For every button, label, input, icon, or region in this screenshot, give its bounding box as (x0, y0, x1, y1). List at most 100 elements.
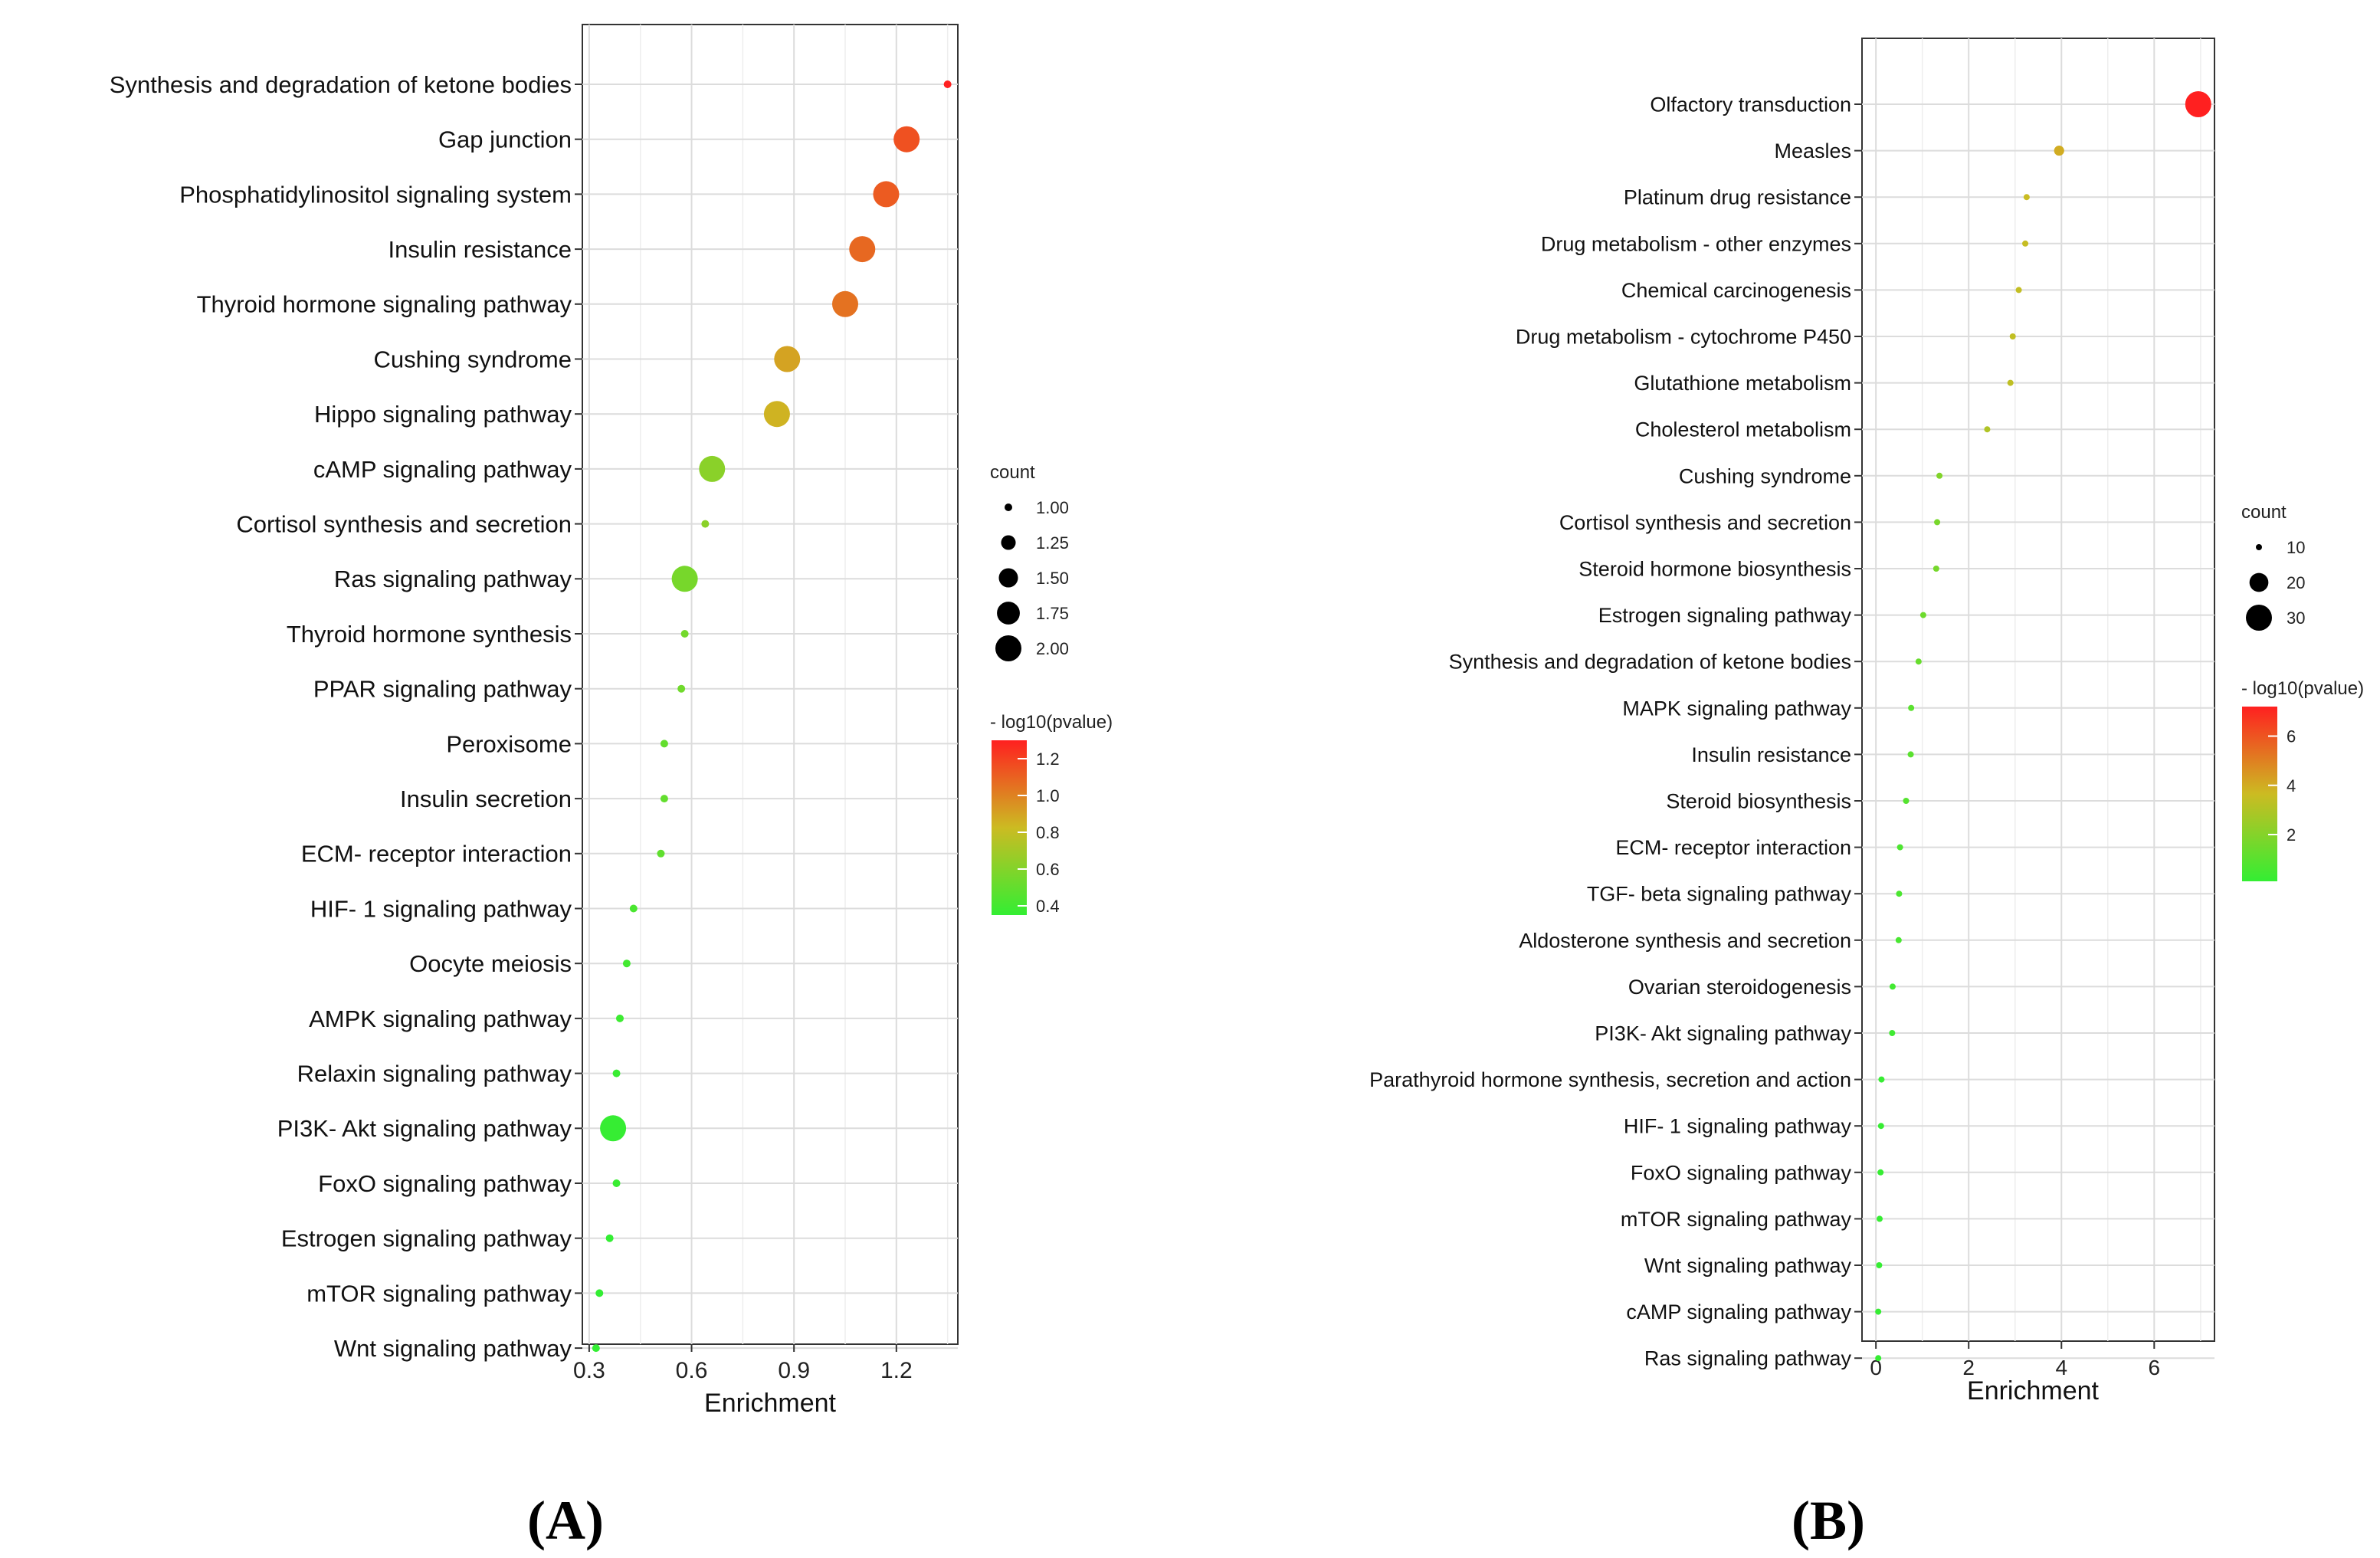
chart-a-y-label: AMPK signaling pathway (309, 1005, 572, 1032)
chart-a-y-label: Cortisol synthesis and secretion (236, 510, 572, 537)
chart-a-point (671, 566, 698, 592)
chart-a-y-label: Oocyte meiosis (409, 950, 572, 977)
chart-b-y-label: Ras signaling pathway (1644, 1347, 1852, 1370)
chart-b-y-label: Measles (1774, 139, 1851, 162)
chart-a-y-label: cAMP signaling pathway (313, 456, 572, 483)
chart-a-point (699, 455, 726, 482)
chart-b-size-legend-key (2249, 572, 2269, 592)
chart-b-point (1877, 1215, 1883, 1222)
chart-b-y-label: Steroid hormone biosynthesis (1578, 557, 1851, 580)
chart-b-point (1896, 891, 1903, 897)
chart-a-point (832, 290, 858, 317)
chart-a-y-label: Insulin secretion (400, 786, 572, 812)
chart-a-x-axis-title: Enrichment (704, 1389, 837, 1418)
chart-b-y-label: HIF- 1 signaling pathway (1624, 1115, 1852, 1138)
chart-b-point (2009, 333, 2016, 339)
chart-a-plot-area (582, 24, 959, 1345)
chart-a-x-ticks: 0.3 0.6 0.9 1.2 (573, 1344, 913, 1383)
chart-a-color-legend-title: - log10(pvalue) (990, 712, 1113, 733)
chart-b-y-label: cAMP signaling pathway (1626, 1301, 1851, 1323)
chart-b-size-legend-label: 10 (2287, 538, 2305, 557)
chart-a-point (612, 1069, 621, 1077)
chart-b-y-label: PI3K- Akt signaling pathway (1595, 1022, 1851, 1045)
chart-b-point (1903, 798, 1910, 804)
chart-b-point (2007, 379, 2014, 386)
chart-a-point (629, 904, 638, 913)
chart-a-color-legend-label: 0.4 (1036, 897, 1060, 916)
chart-a-grid (575, 25, 958, 1350)
chart-a-point (657, 849, 665, 858)
chart-a-size-legend-label: 1.00 (1036, 498, 1069, 517)
chart-b-color-legend: - log10(pvalue) 6 4 2 (2241, 678, 2364, 881)
chart-b-point (1984, 426, 1991, 433)
chart-a-size-legend: count 1.00 1.25 1.50 1.75 2.00 (990, 462, 1069, 661)
chart-b-point (2015, 287, 2022, 294)
chart-b-point (1908, 704, 1915, 711)
chart-a-point (701, 520, 710, 528)
chart-a-y-label: Ras signaling pathway (334, 566, 572, 592)
chart-b-point (1877, 1123, 1884, 1130)
chart-a-point (616, 1014, 624, 1022)
chart-b-y-label: Drug metabolism - other enzymes (1541, 232, 1851, 255)
chart-a-y-label: HIF- 1 signaling pathway (310, 895, 572, 922)
panel-label-b: (B) (1792, 1490, 1865, 1551)
chart-b-y-label: MAPK signaling pathway (1622, 697, 1851, 720)
chart-b-point (1907, 751, 1914, 758)
chart-b-color-legend-label: 2 (2287, 825, 2296, 845)
chart-b-y-label: Synthesis and degradation of ketone bodi… (1449, 651, 1851, 674)
chart-a-size-legend-label: 1.75 (1036, 604, 1069, 623)
chart-a-point (600, 1115, 627, 1142)
chart-a-y-label: FoxO signaling pathway (318, 1170, 572, 1197)
chart-b-y-label: Parathyroid hormone synthesis, secretion… (1369, 1068, 1851, 1091)
chart-a-y-label: Insulin resistance (388, 236, 572, 263)
chart-b-point (2185, 91, 2211, 117)
chart-a-x-tick-label: 1.2 (880, 1358, 913, 1383)
chart-b-points (1875, 91, 2211, 1362)
chart-b-point (1875, 1355, 1882, 1362)
chart-b-point (1896, 844, 1903, 851)
chart-b-point (1889, 1030, 1896, 1036)
chart-a-size-legend-key (1005, 503, 1012, 511)
chart-a-size-legend-label: 1.25 (1036, 533, 1069, 553)
chart-a-size-legend-key (995, 635, 1021, 661)
chart-a-point (622, 959, 631, 968)
chart-a-color-legend: - log10(pvalue) 1.2 1.0 0.8 0.6 0.4 (990, 712, 1113, 916)
chart-b-y-label: Aldosterone synthesis and secretion (1519, 929, 1851, 952)
chart-a-color-legend-label: 0.8 (1036, 823, 1060, 842)
chart-a-point (595, 1289, 604, 1297)
chart-a: Synthesis and degradation of ketone bodi… (110, 24, 1113, 1418)
chart-a-size-legend-title: count (990, 462, 1035, 483)
chart-a-point (849, 236, 876, 263)
chart-b-x-axis-title: Enrichment (1967, 1376, 2100, 1405)
chart-b-grid (1854, 38, 2214, 1360)
chart-b-y-label: Chemical carcinogenesis (1621, 279, 1851, 302)
chart-a-color-legend-label: 1.2 (1036, 749, 1060, 769)
chart-b-y-label: Cushing syndrome (1679, 464, 1851, 487)
chart-b-colorbar (2242, 707, 2277, 881)
chart-b-size-legend-key (2246, 605, 2272, 631)
chart-b-point (1877, 1169, 1884, 1176)
chart-b-size-legend-label: 20 (2287, 573, 2305, 592)
chart-b-y-label: mTOR signaling pathway (1621, 1208, 1852, 1231)
chart-a-colorbar (992, 740, 1027, 915)
chart-a-points (592, 80, 952, 1353)
chart-a-color-legend-label: 1.0 (1036, 786, 1060, 805)
chart-a-size-legend-key (998, 568, 1018, 588)
chart-a-point (592, 1344, 600, 1353)
chart-a-point (873, 181, 900, 208)
chart-b-y-label: Cholesterol metabolism (1635, 418, 1851, 441)
chart-b-x-ticks: 0 2 4 6 (1870, 1341, 2160, 1379)
chart-b-point (1919, 612, 1926, 618)
chart-a-x-tick-label: 0.3 (573, 1358, 605, 1383)
chart-b-point (1933, 566, 1939, 572)
chart-b-point (1878, 1076, 1885, 1083)
chart-b-point (1876, 1262, 1883, 1268)
chart-a-point (612, 1179, 621, 1187)
chart-a-size-legend-label: 2.00 (1036, 639, 1069, 658)
chart-a-point (893, 126, 920, 153)
chart-a-point (660, 740, 668, 748)
chart-b-plot-area (1861, 38, 2215, 1342)
chart-b-x-tick-label: 4 (2055, 1356, 2067, 1379)
chart-a-y-label: Gap junction (438, 126, 572, 153)
